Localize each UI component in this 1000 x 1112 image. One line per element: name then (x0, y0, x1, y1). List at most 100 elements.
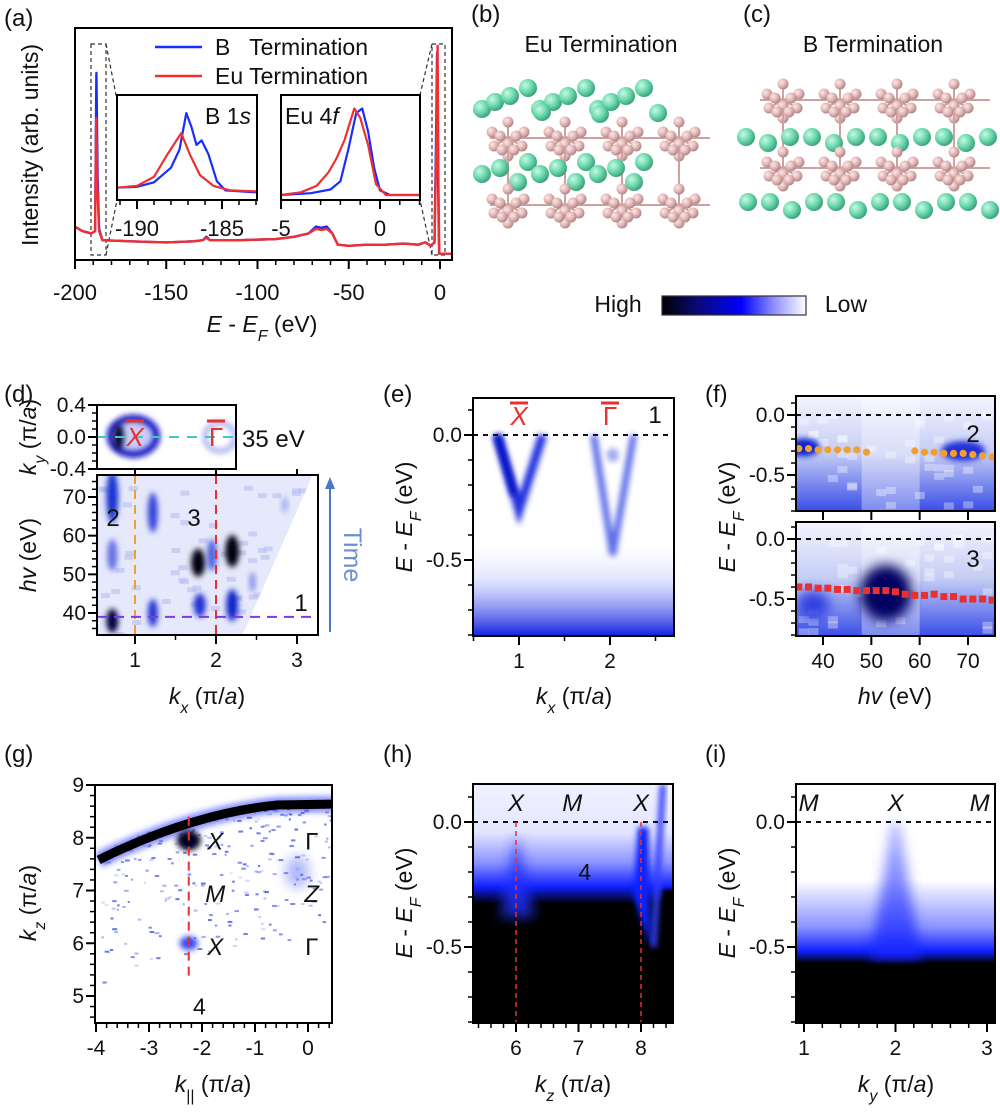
inset-title-part: B 1 (205, 103, 240, 129)
b-atom (840, 106, 852, 118)
intensity-pixel (982, 588, 993, 596)
intensity-pixel (170, 570, 180, 576)
x-axis-label: kz (π/a) (535, 1071, 611, 1105)
inset-x-tick-label: 0 (374, 216, 386, 241)
y-axis-label-part: F (731, 896, 748, 907)
intensity-pixel (183, 851, 187, 854)
eu-atom (549, 159, 567, 177)
intensity-pixel (319, 888, 324, 891)
e-image (473, 398, 674, 636)
intensity-pixel (215, 935, 221, 938)
b-atom (942, 174, 954, 186)
band-dot (950, 593, 957, 601)
intensity-pixel (208, 523, 218, 529)
band-dot (892, 588, 899, 596)
high-symmetry-label: M (970, 790, 990, 817)
x-axis-label: k|| (π/a) (175, 1071, 252, 1105)
intensity-pixel (326, 837, 329, 840)
crystal-eu-termination (473, 79, 710, 229)
intensity-pixel (122, 905, 126, 908)
intensity-pixel (934, 472, 945, 480)
intensity-pixel (263, 890, 266, 893)
intensity-pixel (233, 595, 243, 601)
x-axis-label-part: - (222, 311, 242, 337)
intensity-pixel (963, 422, 974, 430)
intensity-pixel (227, 845, 231, 848)
inset-frame (280, 94, 421, 201)
intensity-pixel (137, 918, 142, 921)
intensity-pixel (905, 456, 916, 464)
intensity-pixel (264, 891, 269, 894)
y-axis-label-part: (π/ (15, 419, 41, 456)
intensity-pixel (808, 618, 819, 626)
y-axis-label-part: - (714, 537, 740, 557)
band-dot (920, 448, 929, 456)
y-axis-label-part: (eV) (15, 518, 41, 568)
intensity-pixel (151, 857, 156, 860)
intensity-pixel (115, 567, 125, 573)
eu-atom (737, 128, 755, 146)
intensity-pixel (847, 482, 858, 490)
intensity-pixel (114, 931, 119, 934)
b-atom (948, 146, 960, 158)
x-axis-label-part: k (175, 1071, 188, 1097)
intensity-pixel (201, 935, 206, 938)
intensity-pixel (292, 488, 302, 494)
b-atom (956, 92, 968, 104)
inset-axes: -5 0 (271, 94, 421, 241)
eu-atom (869, 128, 887, 146)
intensity-pixel (312, 887, 318, 890)
inset-series (280, 107, 420, 197)
inset-1: -5 0 Eu 4f (271, 94, 421, 241)
eu-atom (893, 193, 911, 211)
intensity-pixel (254, 820, 258, 823)
inset-x-tick-label: -5 (271, 216, 291, 241)
intensity-pixel (224, 853, 227, 856)
intensity-pixel (837, 466, 848, 474)
intensity-pixel (208, 950, 212, 953)
intensity-pixel (138, 858, 142, 861)
intensity-pixel (148, 926, 152, 929)
intensity-pixel (180, 520, 190, 526)
intensity-pixel (133, 857, 137, 860)
intensity-pixel (837, 571, 848, 579)
band-dot (824, 446, 832, 454)
b-atom (897, 106, 909, 118)
b-atom (616, 183, 628, 195)
intensity-pixel (212, 853, 217, 856)
b-atom (610, 144, 622, 156)
y-axis-label-part: (eV) (714, 848, 740, 898)
intensity-pixel (268, 852, 273, 855)
b-atom (608, 130, 620, 142)
intensity-streak (106, 475, 119, 523)
b-atom (771, 174, 783, 186)
b-atom (667, 211, 679, 223)
b-atom (610, 211, 622, 223)
intensity-pixel (192, 882, 196, 885)
intensity-pixel (200, 882, 206, 885)
panel-g-y-tick-label: 8 (72, 827, 84, 850)
x-axis-label-part: ) (926, 1071, 934, 1097)
y-axis-label-part: ) (15, 865, 41, 873)
eu-atom (935, 128, 953, 146)
intensity-pixel (124, 942, 128, 945)
panel-f-3-x-tick-label: 70 (956, 650, 979, 673)
intensity-streak (249, 572, 256, 593)
b-atom (840, 174, 852, 186)
intensity-pixel (289, 845, 294, 848)
intensity-pixel (111, 588, 121, 594)
band-dot (949, 449, 958, 457)
band-dot (872, 587, 880, 595)
intensity-pixel (260, 869, 264, 872)
intensity-pixel (290, 903, 296, 906)
intensity-pixel (187, 873, 192, 876)
intensity-pixel (115, 632, 125, 635)
inset-series (116, 132, 258, 193)
x-axis-label-part: (eV) (268, 311, 318, 337)
panel-label-c: (c) (743, 1, 771, 28)
eu-atom (559, 87, 577, 105)
y-axis-label-part: - (391, 923, 417, 943)
intensity-pixel (302, 821, 307, 824)
band-dot (959, 595, 967, 603)
intensity-pixel (131, 585, 141, 591)
